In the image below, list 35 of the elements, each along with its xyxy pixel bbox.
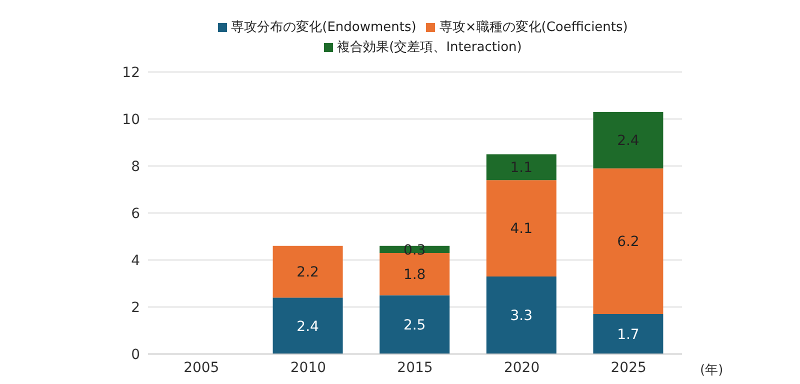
bar <box>593 168 664 314</box>
legend-label: 複合効果(交差項、Interaction) <box>337 40 522 55</box>
data-label: 1.1 <box>510 160 533 176</box>
y-tick-label: 4 <box>131 252 140 269</box>
legend-label: 専攻×職種の変化(Coefficients) <box>439 20 628 35</box>
bar <box>593 112 664 168</box>
data-label: 4.1 <box>510 221 533 238</box>
x-axis-title: (年) <box>700 363 724 378</box>
bar <box>272 246 343 298</box>
data-label: 2.4 <box>296 318 320 335</box>
bar <box>486 180 556 276</box>
bar <box>486 154 556 180</box>
data-label: 2.4 <box>617 133 640 150</box>
data-label: 2.5 <box>403 318 426 334</box>
y-tick-label: 6 <box>131 206 140 222</box>
x-tick-label: 2005 <box>184 360 220 376</box>
bar <box>272 298 343 354</box>
data-label: 3.3 <box>510 308 533 324</box>
x-tick-label: 2015 <box>397 360 433 376</box>
data-label: 1.8 <box>403 267 426 284</box>
y-tick-label: 10 <box>122 112 140 128</box>
bar <box>486 276 556 354</box>
data-label: 2.2 <box>296 264 319 281</box>
data-label: 1.7 <box>617 326 640 343</box>
y-tick-label: 12 <box>122 64 140 81</box>
bar <box>380 295 450 354</box>
y-tick-label: 8 <box>131 158 140 175</box>
y-tick-label: 0 <box>131 346 140 363</box>
legend-label: 専攻分布の変化(Endowments) <box>231 20 416 35</box>
data-label: 6.2 <box>617 234 640 250</box>
x-tick-label: 2010 <box>290 360 326 376</box>
y-tick-label: 2 <box>131 300 140 316</box>
x-tick-label: 2020 <box>504 360 540 376</box>
bar <box>593 314 664 354</box>
x-tick-label: 2025 <box>610 360 646 376</box>
